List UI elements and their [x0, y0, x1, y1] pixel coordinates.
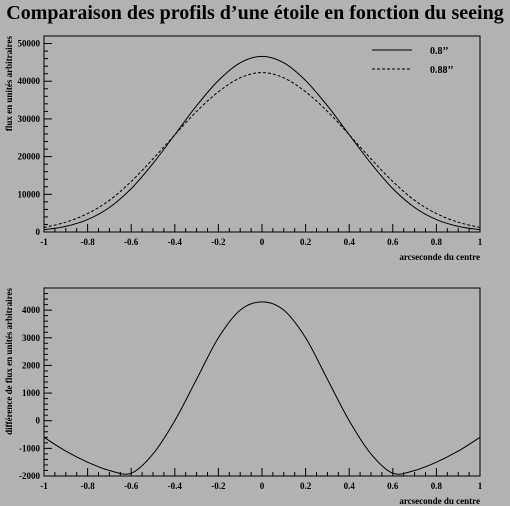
bottom-x-tick-label: 0.8 — [431, 481, 443, 491]
top-x-axis-label: arcseconde du centre — [399, 252, 480, 262]
top-plot: -1 -0.8 -0.6 -0.4 -0.2 0 0.2 0.4 0.6 0.8 1 0 10000 20… — [4, 35, 483, 262]
top-y-tick-label: 20000 — [18, 152, 41, 162]
bottom-y-axis-label: différence de flux en unités arbitraires — [4, 288, 14, 435]
bottom-x-axis-label: arcseconde du centre — [399, 496, 480, 506]
top-series-line-1 — [43, 72, 481, 228]
top-x-tick-label: 0.8 — [431, 237, 443, 247]
top-x-tick-label: 0 — [260, 237, 265, 247]
top-y-tick-label: 40000 — [18, 76, 41, 86]
bottom-y-tick-label: 3000 — [22, 333, 41, 343]
top-x-tick-label: 1 — [478, 237, 483, 247]
top-x-tick-label: -0.2 — [211, 237, 226, 247]
bottom-y-tick-label: 0 — [36, 416, 41, 426]
legend-label-1: 0.88’’ — [430, 65, 453, 76]
bottom-y-tick-label: 4000 — [22, 305, 41, 315]
bottom-x-tick-label: 0.6 — [387, 481, 399, 491]
bottom-x-tick-label: 0.4 — [344, 481, 356, 491]
bottom-y-tick-label: 2000 — [22, 360, 41, 370]
top-y-tick-label: 30000 — [18, 114, 41, 124]
top-plot-frame — [43, 35, 481, 233]
bottom-x-tick-label: -0.6 — [124, 481, 139, 491]
top-x-tick-label: 0.4 — [344, 237, 356, 247]
bottom-y-tick-label: -1000 — [19, 443, 40, 453]
bottom-plot-frame — [43, 287, 481, 477]
top-y-axis-label: flux en unités arbitraires — [4, 36, 14, 132]
bottom-plot: -1 -0.8 -0.6 -0.4 -0.2 0 0.2 0.4 0.6 0.8 1 -2000 -10… — [4, 287, 483, 506]
top-x-tick-label: -0.6 — [124, 237, 139, 247]
bottom-x-tick-label: -0.4 — [168, 481, 183, 491]
bottom-x-tick-label: 1 — [478, 481, 483, 491]
figure-title: Comparaison des profils d’une étoile en … — [6, 2, 503, 24]
bottom-y-tick-label: 1000 — [22, 388, 41, 398]
top-x-tick-label: 0.2 — [300, 237, 312, 247]
legend-label-0: 0.8’’ — [430, 46, 448, 57]
top-y-tick-label: 50000 — [18, 39, 41, 49]
bottom-y-tick-label: -2000 — [19, 471, 40, 481]
top-x-tick-label: 0.6 — [387, 237, 399, 247]
bottom-x-tick-label: 0.2 — [300, 481, 312, 491]
bottom-x-tick-label: -0.2 — [211, 481, 226, 491]
bottom-x-tick-label: -1 — [40, 481, 48, 491]
bottom-x-tick-label: -0.8 — [80, 481, 95, 491]
top-y-tick-label: 0 — [36, 227, 41, 237]
top-series-line-0 — [43, 55, 481, 231]
bottom-series-line-0 — [43, 301, 481, 475]
top-x-tick-label: -1 — [40, 237, 48, 247]
bottom-x-tick-label: 0 — [260, 481, 265, 491]
top-x-tick-label: -0.4 — [168, 237, 183, 247]
top-y-tick-label: 10000 — [18, 189, 41, 199]
top-x-tick-label: -0.8 — [80, 237, 95, 247]
